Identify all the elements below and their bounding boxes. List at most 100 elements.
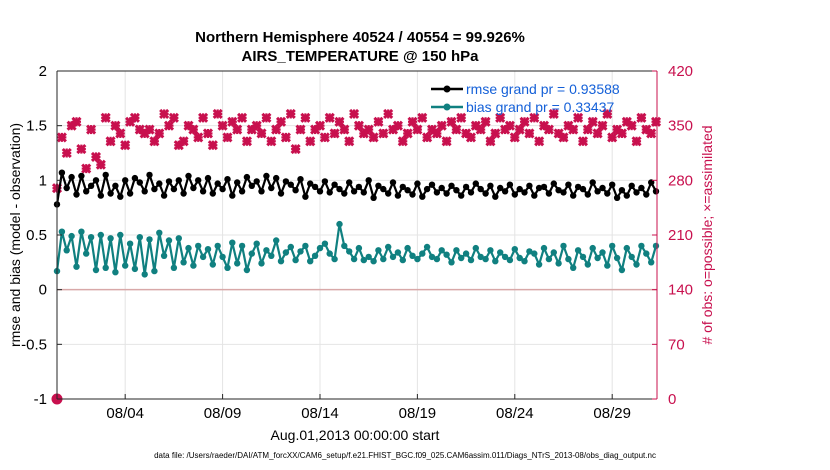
rmse-point (594, 188, 601, 195)
rmse-point (462, 183, 470, 191)
bias-point (160, 252, 168, 259)
assimilated-point (227, 116, 238, 127)
bias-point (604, 262, 611, 269)
assimilated-point (76, 144, 87, 155)
rmse-point (126, 190, 134, 197)
bias-point (574, 247, 582, 254)
bias-point (394, 249, 402, 256)
rmse-point (316, 188, 324, 195)
rmse-point (170, 185, 178, 193)
assimilated-point (129, 112, 140, 123)
bias-point (599, 249, 606, 256)
bias-point (307, 258, 314, 265)
assimilated-point (519, 116, 530, 127)
rmse-point (574, 183, 582, 191)
left-tick-label: -0.5 (21, 336, 47, 353)
right-axis-ticks: 420 350 280 210 140 70 0 (652, 63, 693, 408)
bias-point (433, 255, 441, 263)
right-tick-label: 70 (668, 336, 685, 353)
rmse-point (443, 190, 450, 197)
bias-point (190, 262, 197, 269)
assimilated-point (524, 128, 535, 139)
bias-point (87, 234, 95, 241)
assimilated-point (168, 112, 179, 123)
bias-point (472, 244, 479, 252)
bias-point (146, 236, 153, 243)
assimilated-point (397, 136, 408, 147)
rmse-point (68, 173, 75, 181)
rmse-point (399, 183, 406, 191)
rmse-point (560, 189, 567, 196)
rmse-point (204, 174, 212, 182)
rmse-point (219, 185, 226, 193)
rmse-point (307, 180, 314, 187)
bias-point (414, 255, 421, 263)
bias-point (268, 252, 275, 259)
assimilated-point (607, 132, 618, 143)
assimilated-point (86, 124, 97, 135)
bias-point (97, 231, 105, 239)
bias-point (126, 240, 134, 247)
assimilated-point (149, 136, 160, 147)
assimilated-point (509, 132, 520, 143)
bias-point (136, 234, 143, 241)
assimilated-point (451, 124, 462, 135)
bias-point (419, 250, 426, 257)
bias-point (380, 255, 387, 263)
bias-point (633, 261, 640, 268)
bias-point (229, 239, 236, 246)
assimilated-point (232, 124, 243, 135)
assimilated-point (241, 136, 252, 147)
assimilated-point (597, 120, 608, 131)
bias-point (253, 240, 260, 247)
rmse-point (141, 188, 148, 195)
left-axis-ticks: 2 1.5 1 0.5 0 -0.5 -1 (21, 63, 62, 408)
bias-point (156, 229, 163, 236)
assimilated-point (636, 112, 647, 123)
assimilated-point (222, 132, 233, 143)
assimilated-point (587, 116, 598, 127)
rmse-point (375, 182, 382, 189)
bias-point (185, 244, 192, 252)
bias-point (375, 247, 382, 254)
bias-point (458, 254, 465, 262)
rmse-point (550, 180, 557, 187)
rmse-point (535, 184, 543, 192)
bias-point (63, 247, 70, 254)
bias-point (355, 244, 363, 252)
assimilated-point (412, 124, 423, 135)
bias-point (78, 228, 85, 235)
assimilated-point (465, 132, 477, 143)
rmse-point (185, 172, 192, 180)
bias-point (331, 255, 338, 263)
rmse-point (341, 190, 348, 197)
rmse-point (385, 190, 392, 197)
bias-point (316, 244, 324, 252)
rmse-point (63, 184, 70, 192)
rmse-point (531, 192, 538, 199)
bias-point (58, 228, 66, 235)
assimilated-point (504, 120, 515, 131)
rmse-point (521, 189, 528, 196)
bias-point (531, 250, 538, 257)
rmse-point (131, 174, 139, 182)
x-tick-label: 08/19 (399, 405, 437, 422)
left-tick-label: 0.5 (26, 227, 47, 244)
rmse-point (297, 176, 304, 183)
assimilated-point (110, 120, 121, 131)
rmse-point (58, 169, 66, 176)
assimilated-point (290, 144, 301, 155)
rmse-point (355, 183, 363, 191)
bias-point (311, 252, 319, 259)
bias-point (107, 235, 114, 242)
x-tick-label: 08/14 (301, 405, 339, 422)
assimilated-point (305, 136, 316, 147)
legend-rmse-marker (443, 85, 451, 93)
rmse-point (165, 178, 173, 185)
bias-point (282, 249, 290, 256)
rmse-point (136, 179, 143, 186)
rmse-point (419, 193, 426, 200)
x-axis-ticks: 08/04 08/09 08/14 08/19 08/24 08/29 (106, 394, 631, 422)
assimilated-point (568, 124, 579, 135)
